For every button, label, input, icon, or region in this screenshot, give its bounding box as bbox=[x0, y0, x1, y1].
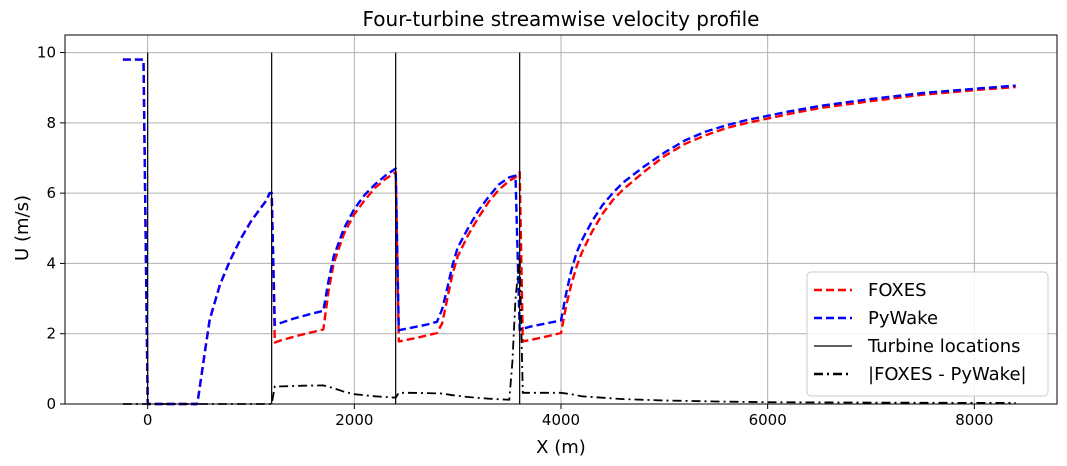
y-tick-label: 10 bbox=[37, 44, 56, 62]
y-axis-label: U (m/s) bbox=[12, 195, 33, 261]
y-tick-label: 8 bbox=[46, 114, 56, 132]
legend-label: Turbine locations bbox=[867, 336, 1021, 357]
chart-title: Four-turbine streamwise velocity profile bbox=[363, 7, 760, 31]
y-tick-label: 2 bbox=[46, 325, 56, 343]
series-line-pywake bbox=[122, 58, 1016, 406]
legend-label: |FOXES - PyWake| bbox=[868, 364, 1027, 385]
x-tick-label: 6000 bbox=[749, 411, 787, 429]
legend-label: FOXES bbox=[868, 280, 927, 301]
legend-label: PyWake bbox=[868, 308, 938, 329]
y-tick-label: 0 bbox=[46, 395, 56, 413]
legend-box bbox=[806, 271, 1049, 397]
turbine-layer bbox=[147, 52, 521, 404]
x-tick-label: 0 bbox=[143, 411, 153, 429]
y-tick-label: 6 bbox=[46, 184, 56, 202]
legend-items: FOXES PyWake Turbine locations |FOXES - PyW… bbox=[814, 280, 1027, 385]
x-tick-label: 2000 bbox=[335, 411, 373, 429]
x-axis-ticks: 0 2000 4000 6000 8000 bbox=[143, 404, 993, 429]
x-axis-label: X (m) bbox=[536, 437, 586, 458]
series-layer bbox=[122, 58, 1016, 406]
y-tick-label: 4 bbox=[46, 254, 56, 272]
x-tick-label: 4000 bbox=[542, 411, 580, 429]
legend: FOXES PyWake Turbine locations |FOXES - PyW… bbox=[806, 271, 1049, 397]
series-line-foxes-pywake bbox=[122, 255, 1016, 405]
y-axis-ticks: 0 2 4 6 8 10 bbox=[37, 44, 65, 413]
x-tick-label: 8000 bbox=[955, 411, 993, 429]
